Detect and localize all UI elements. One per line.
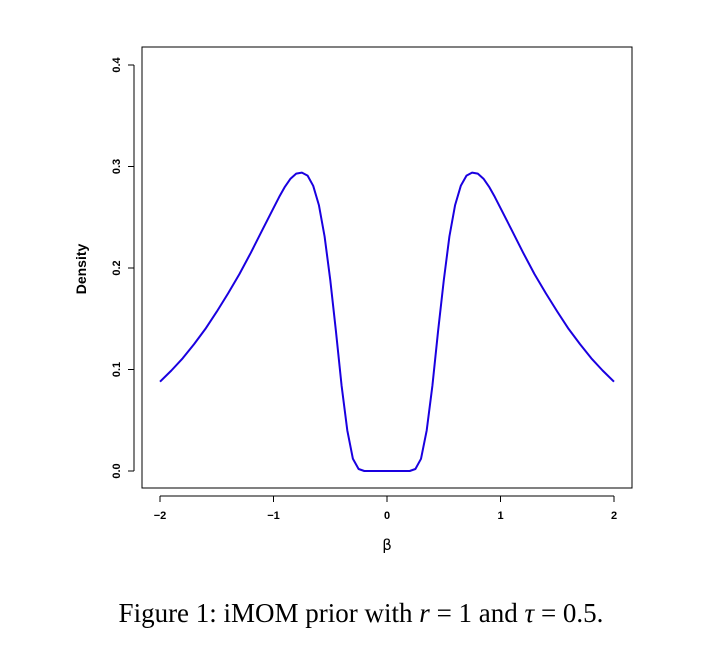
y-tick-label: 0.0 — [111, 463, 123, 478]
density-chart: −2 −1 0 1 2 0.0 0.1 0.2 0.3 0.4 β Density — [73, 46, 633, 554]
caption-r-symbol: r — [419, 598, 430, 628]
x-tick-label: 0 — [384, 510, 390, 522]
plot-frame — [141, 46, 633, 489]
caption-tau-value: = 0.5. — [534, 598, 604, 628]
y-axis-label: Density — [73, 244, 89, 295]
x-tick-label: −2 — [154, 510, 167, 522]
y-tick-label: 0.2 — [111, 260, 123, 275]
x-axis: −2 −1 0 1 2 — [154, 495, 617, 522]
caption-r-value: = 1 and — [429, 598, 525, 628]
x-tick-label: 2 — [611, 510, 617, 522]
y-tick-label: 0.1 — [111, 362, 123, 377]
y-tick-label: 0.3 — [111, 159, 123, 174]
y-axis: 0.0 0.1 0.2 0.3 0.4 — [111, 56, 135, 479]
y-tick-label: 0.4 — [111, 56, 123, 72]
x-tick-label: −1 — [267, 510, 280, 522]
caption-tau-symbol: τ — [524, 598, 535, 628]
density-curve — [159, 171, 615, 472]
x-axis-label: β — [382, 536, 392, 554]
x-tick-label: 1 — [497, 510, 503, 522]
figure-caption: Figure 1: iMOM prior with r = 1 and τ = … — [0, 598, 722, 629]
caption-prefix: Figure 1: iMOM prior with — [118, 598, 420, 628]
